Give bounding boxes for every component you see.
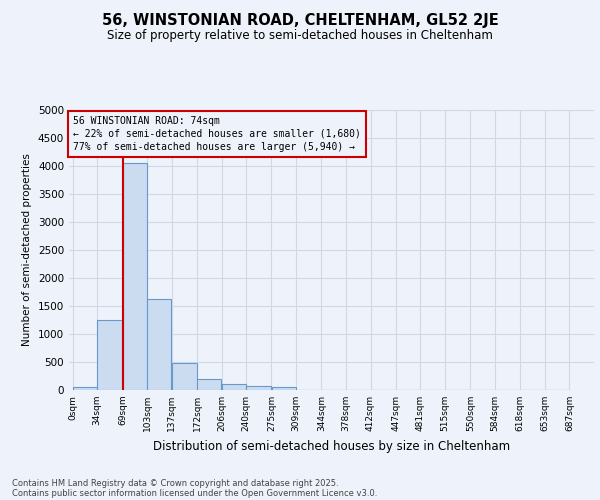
Bar <box>247 386 271 390</box>
Text: 56 WINSTONIAN ROAD: 74sqm
← 22% of semi-detached houses are smaller (1,680)
77% : 56 WINSTONIAN ROAD: 74sqm ← 22% of semi-… <box>73 116 361 152</box>
X-axis label: Distribution of semi-detached houses by size in Cheltenham: Distribution of semi-detached houses by … <box>153 440 510 452</box>
Bar <box>148 298 172 390</box>
Y-axis label: Number of semi-detached properties: Number of semi-detached properties <box>22 154 32 346</box>
Text: 56, WINSTONIAN ROAD, CHELTENHAM, GL52 2JE: 56, WINSTONIAN ROAD, CHELTENHAM, GL52 2J… <box>101 12 499 28</box>
Text: Contains public sector information licensed under the Open Government Licence v3: Contains public sector information licen… <box>12 488 377 498</box>
Bar <box>73 387 97 390</box>
Bar <box>97 320 122 390</box>
Bar <box>197 379 221 390</box>
Bar <box>222 384 246 390</box>
Text: Contains HM Land Registry data © Crown copyright and database right 2025.: Contains HM Land Registry data © Crown c… <box>12 478 338 488</box>
Bar <box>123 163 147 390</box>
Text: Size of property relative to semi-detached houses in Cheltenham: Size of property relative to semi-detach… <box>107 29 493 42</box>
Bar <box>272 386 296 390</box>
Bar <box>172 363 197 390</box>
